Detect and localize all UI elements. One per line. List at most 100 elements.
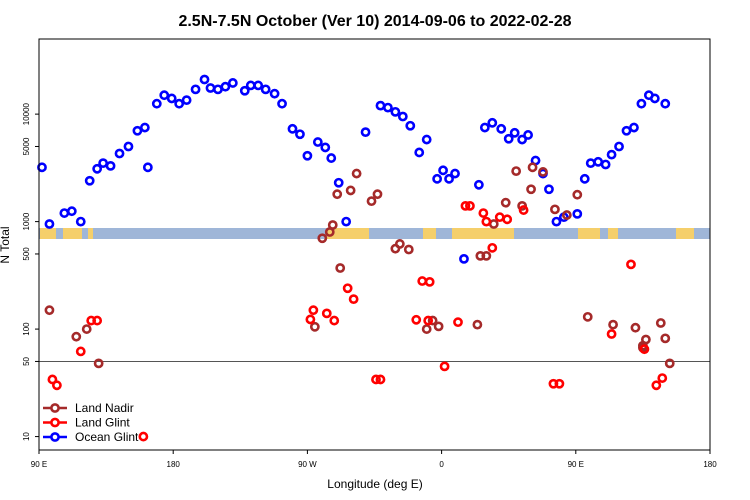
land-glint-point (502, 214, 513, 225)
land-nadir-point (511, 166, 522, 177)
land-glint-point (375, 374, 386, 385)
land-glint-point (481, 216, 492, 227)
map-land (423, 228, 436, 239)
y-axis: 10 50 100 500 1000 5000 10000 (22, 102, 39, 441)
land-glint-point (51, 380, 62, 391)
x-tick-label: 180 (703, 460, 717, 469)
ocean-glint-point (660, 98, 671, 109)
map-land (40, 228, 56, 239)
ocean-glint-point (503, 133, 514, 144)
map-land (452, 228, 514, 239)
ocean-glint-point (496, 123, 507, 134)
ocean-glint-point (649, 93, 660, 104)
land-nadir-point (655, 318, 666, 328)
land-nadir-point (366, 196, 377, 207)
ocean-glint-point (181, 95, 192, 106)
land-glint-point (606, 329, 617, 339)
ocean-glint-point (174, 98, 185, 109)
land-nadir-point (421, 324, 432, 334)
land-nadir-point (550, 204, 560, 215)
ocean-glint-point (132, 125, 143, 136)
ocean-glint-point (253, 80, 264, 91)
map-land (327, 228, 369, 239)
land-nadir-point (660, 333, 671, 344)
land-glint-point (417, 276, 428, 286)
map-ocean (39, 228, 710, 239)
map-land (612, 228, 618, 239)
ocean-glint-point (44, 219, 55, 229)
ocean-glint-point (205, 83, 216, 93)
ocean-glint-point (397, 111, 408, 122)
ocean-glint-point (302, 150, 313, 161)
land-nadir-point (630, 322, 641, 333)
land-nadir-point (327, 220, 338, 230)
ocean-glint-point (37, 162, 47, 173)
land-glint-point (321, 308, 332, 319)
ocean-glint-point (606, 149, 617, 160)
ocean-glint-point (614, 141, 624, 152)
plot-frame (38, 38, 711, 451)
ocean-glint-point (421, 134, 432, 145)
ocean-glint-point (459, 253, 469, 264)
land-nadir-point (351, 168, 362, 179)
legend-marker (50, 403, 60, 413)
ocean-glint-point (312, 137, 323, 147)
ocean-glint-point (245, 80, 256, 91)
ocean-glint-point (59, 208, 70, 218)
land-nadir-point (81, 324, 92, 334)
ocean-glint-point (473, 179, 484, 190)
ocean-glint-point (479, 122, 490, 133)
x-tick-label: 90 E (568, 460, 584, 469)
land-nadir-point (372, 189, 383, 200)
land-nadir-point (93, 358, 104, 369)
y-tick-label: 500 (22, 247, 31, 261)
land-nadir-point (345, 185, 356, 196)
ocean-glint-point (375, 100, 386, 111)
data-points (37, 74, 675, 442)
ocean-glint-point (523, 130, 533, 140)
legend-label: Land Glint (75, 416, 130, 430)
land-glint-point (411, 314, 422, 325)
ocean-glint-point (593, 156, 604, 167)
ocean-glint-point (260, 84, 271, 95)
land-glint-point (465, 201, 475, 211)
ocean-glint-point (123, 141, 134, 152)
ocean-glint-point (509, 127, 520, 138)
ocean-glint-point (360, 127, 371, 138)
land-glint-point (47, 374, 58, 385)
ocean-glint-point (333, 177, 344, 188)
land-nadir-point (582, 311, 593, 322)
land-glint-point (92, 315, 103, 326)
legend-marker (50, 417, 60, 428)
ocean-glint-point (405, 120, 416, 131)
land-glint-point (554, 378, 565, 389)
ocean-glint-point (98, 158, 109, 169)
land-nadir-point (526, 184, 536, 195)
land-glint-point (371, 374, 381, 385)
land-nadir-point (44, 305, 55, 316)
ocean-glint-point (159, 90, 170, 101)
ocean-glint-point (75, 216, 86, 227)
ocean-glint-point (432, 173, 443, 184)
land-nadir-point (317, 233, 328, 244)
map-land (608, 228, 612, 239)
ocean-glint-point (114, 148, 125, 159)
land-glint-point (348, 294, 359, 305)
land-nadir-point (488, 219, 499, 229)
land-nadir-point (640, 334, 651, 345)
legend-marker (50, 432, 60, 442)
land-glint-point (308, 305, 319, 316)
land-nadir-point (561, 210, 572, 220)
x-tick-label: 90 E (31, 460, 47, 469)
y-tick-label: 100 (22, 322, 31, 336)
ocean-glint-point (600, 159, 611, 170)
land-nadir-point (500, 197, 511, 208)
ocean-glint-point (199, 74, 210, 85)
ocean-glint-point (390, 106, 401, 117)
land-glint-point (424, 276, 435, 287)
map-land (676, 228, 694, 239)
ocean-glint-point (66, 206, 77, 217)
ocean-glint-point (621, 125, 632, 136)
